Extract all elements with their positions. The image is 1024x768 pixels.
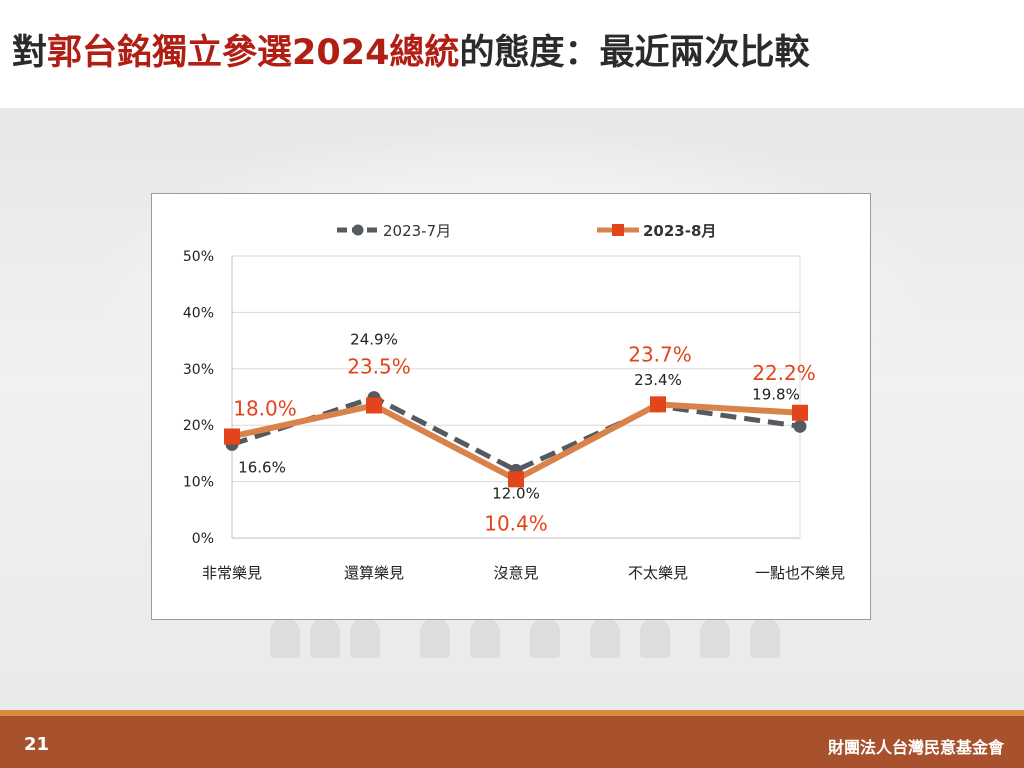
line-chart: 0% 10% 20% 30% 40% 50% 非常樂見 還算樂見 沒意見 不太樂見 一點也不樂見 20… xyxy=(183,222,845,582)
data-label-2023-7: 24.9% xyxy=(350,331,398,349)
y-tick-label: 20% xyxy=(183,418,214,434)
data-label-2023-7: 19.8% xyxy=(752,385,800,403)
legend-marker-square xyxy=(612,224,624,236)
data-label-2023-7: 16.6% xyxy=(238,458,286,476)
data-label-2023-7: 23.4% xyxy=(634,371,682,389)
crowd-silhouette xyxy=(420,618,450,658)
data-point-2023-8 xyxy=(508,471,524,488)
data-label-2023-8: 23.5% xyxy=(347,354,411,378)
title-prefix: 對 xyxy=(12,33,48,73)
crowd-silhouette xyxy=(590,618,620,658)
chart-container: 0% 10% 20% 30% 40% 50% 非常樂見 還算樂見 沒意見 不太樂見 一點也不樂見 20… xyxy=(151,193,871,620)
data-label-2023-8: 10.4% xyxy=(484,511,548,535)
organization-name: 財團法人台灣民意基金會 xyxy=(827,738,1004,757)
data-point-2023-8 xyxy=(792,404,808,421)
y-tick-label: 10% xyxy=(183,475,214,491)
legend-label: 2023-8月 xyxy=(643,222,716,240)
crowd-silhouette xyxy=(530,618,560,658)
data-label-2023-8: 18.0% xyxy=(233,396,297,420)
data-label-2023-7: 12.0% xyxy=(492,484,540,502)
title-bar: 對郭台銘獨立參選2024總統的態度：最近兩次比較 xyxy=(0,0,1024,108)
data-point-2023-8 xyxy=(366,397,382,414)
data-point-2023-8 xyxy=(650,396,666,413)
y-tick-label: 40% xyxy=(183,305,214,321)
crowd-silhouette xyxy=(700,618,730,658)
crowd-silhouette xyxy=(270,618,300,658)
x-tick-label: 非常樂見 xyxy=(202,564,262,582)
x-tick-label: 不太樂見 xyxy=(628,564,688,582)
x-tick-label: 還算樂見 xyxy=(344,564,404,582)
data-label-2023-8: 22.2% xyxy=(752,361,816,385)
y-tick-label: 30% xyxy=(183,362,214,378)
data-label-2023-8: 23.7% xyxy=(628,342,692,366)
page-number: 21 xyxy=(24,734,50,755)
y-tick-label: 0% xyxy=(192,531,214,547)
crowd-silhouette xyxy=(310,618,340,658)
crowd-silhouette xyxy=(750,618,780,658)
crowd-silhouette xyxy=(470,618,500,658)
y-tick-label: 50% xyxy=(183,249,214,265)
title-highlight: 郭台銘獨立參選2024總統 xyxy=(47,33,460,73)
x-tick-label: 一點也不樂見 xyxy=(755,564,845,582)
legend-marker-circle xyxy=(352,224,364,236)
title-suffix: 的態度：最近兩次比較 xyxy=(459,33,810,73)
x-tick-label: 沒意見 xyxy=(493,564,538,582)
crowd-silhouette xyxy=(350,618,380,658)
legend-label: 2023-7月 xyxy=(383,222,451,240)
slide-title: 對郭台銘獨立參選2024總統的態度：最近兩次比較 xyxy=(12,24,809,75)
data-point-2023-7 xyxy=(793,419,807,433)
data-point-2023-8 xyxy=(224,428,240,445)
footer-bar: 21 財團法人台灣民意基金會 xyxy=(0,710,1024,768)
crowd-silhouette xyxy=(640,618,670,658)
